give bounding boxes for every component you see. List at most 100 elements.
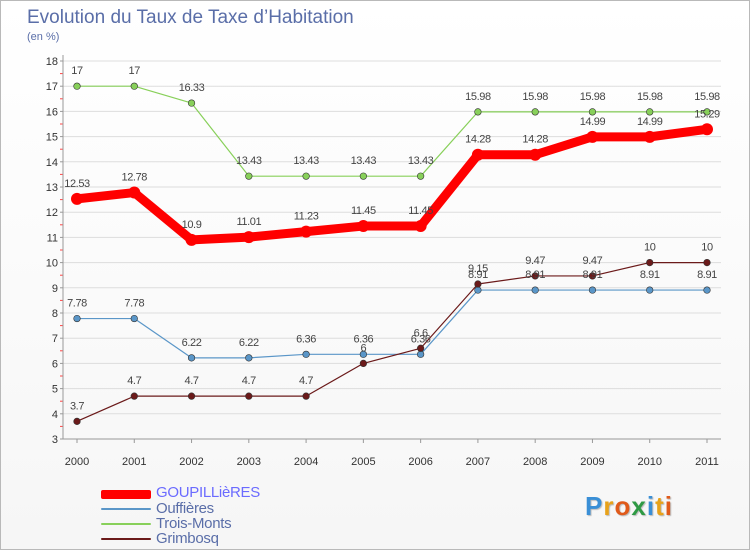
x-tick-label: 2008	[523, 456, 547, 468]
data-label: 15.98	[465, 91, 491, 103]
x-tick-label: 2009	[580, 456, 604, 468]
data-point	[187, 99, 196, 107]
series-line	[72, 124, 712, 245]
data-label: 3.7	[70, 400, 84, 412]
data-point	[187, 354, 196, 362]
data-point	[646, 108, 654, 116]
data-label: 15.98	[694, 91, 720, 103]
data-point	[187, 392, 196, 400]
y-tick-label: 7	[52, 333, 58, 345]
x-tick-label: 2010	[637, 456, 661, 468]
legend-label: Grimbosq	[156, 530, 219, 547]
data-label: 15.98	[522, 91, 548, 103]
data-point	[359, 350, 367, 358]
series-line	[76, 85, 708, 177]
logo-letter: P	[585, 491, 604, 521]
legend-swatch	[101, 538, 151, 540]
legend-label: GOUPILLièRES	[156, 484, 260, 501]
data-point	[359, 359, 367, 368]
data-point	[531, 286, 539, 294]
data-point	[414, 220, 427, 233]
y-tick-label: 5	[52, 384, 58, 396]
data-point	[245, 172, 253, 180]
legend-swatch	[101, 523, 151, 525]
series-line	[76, 262, 708, 422]
y-tick-label: 18	[46, 56, 58, 68]
data-point	[185, 233, 198, 246]
x-tick-label: 2005	[351, 456, 375, 468]
x-tick-label: 2004	[294, 456, 318, 468]
data-label: 14.28	[465, 134, 491, 146]
data-label: 13.43	[351, 155, 377, 167]
legend-label: Ouffières	[156, 500, 214, 517]
y-tick-label: 10	[46, 258, 58, 270]
data-label: 8.91	[468, 269, 488, 281]
data-point	[531, 272, 539, 280]
data-label: 9.47	[583, 255, 603, 267]
data-label: 12.78	[122, 172, 148, 184]
x-tick-label: 2002	[179, 456, 203, 468]
data-point	[474, 280, 482, 288]
data-label: 6.36	[411, 333, 431, 345]
x-tick-label: 2007	[466, 456, 490, 468]
data-point	[643, 130, 656, 143]
y-tick-label: 15	[46, 132, 58, 144]
data-point	[359, 172, 367, 180]
data-point	[588, 286, 597, 294]
data-label: 14.99	[637, 116, 663, 128]
data-label: 6.22	[239, 337, 259, 349]
data-point	[474, 108, 482, 116]
data-point	[701, 123, 713, 136]
data-label: 13.43	[236, 155, 262, 167]
data-point	[302, 350, 310, 358]
data-label: 10	[644, 242, 656, 254]
data-point	[474, 286, 482, 294]
legend-item-goupillieres: GOUPILLièRES	[101, 484, 341, 501]
data-label: 10.9	[182, 219, 202, 231]
y-tick-label: 3	[52, 434, 58, 446]
data-point	[130, 314, 138, 323]
data-point	[71, 192, 83, 205]
data-label: 4.7	[242, 375, 256, 387]
x-tick-label: 2000	[65, 456, 89, 468]
data-label: 9.47	[525, 255, 545, 267]
x-tick-label: 2003	[237, 456, 261, 468]
legend-swatch	[101, 508, 151, 510]
data-point	[130, 392, 138, 400]
x-tick-label: 2011	[695, 456, 719, 468]
data-point	[417, 350, 425, 358]
y-tick-label: 16	[46, 106, 58, 118]
data-label: 13.43	[408, 155, 434, 167]
data-label: 16.33	[179, 82, 205, 94]
data-label: 6	[361, 342, 367, 354]
data-label: 15.29	[694, 108, 720, 120]
data-point	[302, 172, 310, 180]
data-point	[703, 108, 711, 116]
data-label: 4.7	[184, 375, 198, 387]
data-point	[73, 417, 81, 425]
data-label: 15.98	[580, 91, 606, 103]
data-label: 7.78	[67, 298, 87, 310]
data-label: 11.45	[351, 205, 376, 217]
data-label: 15.98	[637, 91, 663, 103]
logo-letter: x	[631, 491, 647, 521]
data-point	[588, 272, 597, 280]
logo-letter: i	[664, 491, 673, 521]
data-point	[471, 148, 484, 161]
data-label: 9.15	[468, 263, 488, 275]
data-point	[242, 231, 255, 244]
legend-item-grimbosq: Grimbosq	[101, 530, 341, 547]
data-point	[588, 108, 597, 116]
legend-label: Trois-Monts	[156, 515, 232, 532]
logo-letter: i	[646, 491, 656, 521]
data-label: 8.91	[525, 269, 545, 281]
legend-item-trois-monts: Trois-Monts	[101, 515, 341, 532]
data-label: 4.7	[299, 375, 313, 387]
data-point	[703, 286, 711, 294]
y-tick-label: 4	[52, 409, 58, 421]
data-point	[417, 172, 425, 180]
data-point	[302, 392, 310, 400]
data-label: 7.78	[124, 298, 144, 310]
data-point	[529, 148, 542, 161]
y-tick-label: 12	[46, 207, 58, 219]
